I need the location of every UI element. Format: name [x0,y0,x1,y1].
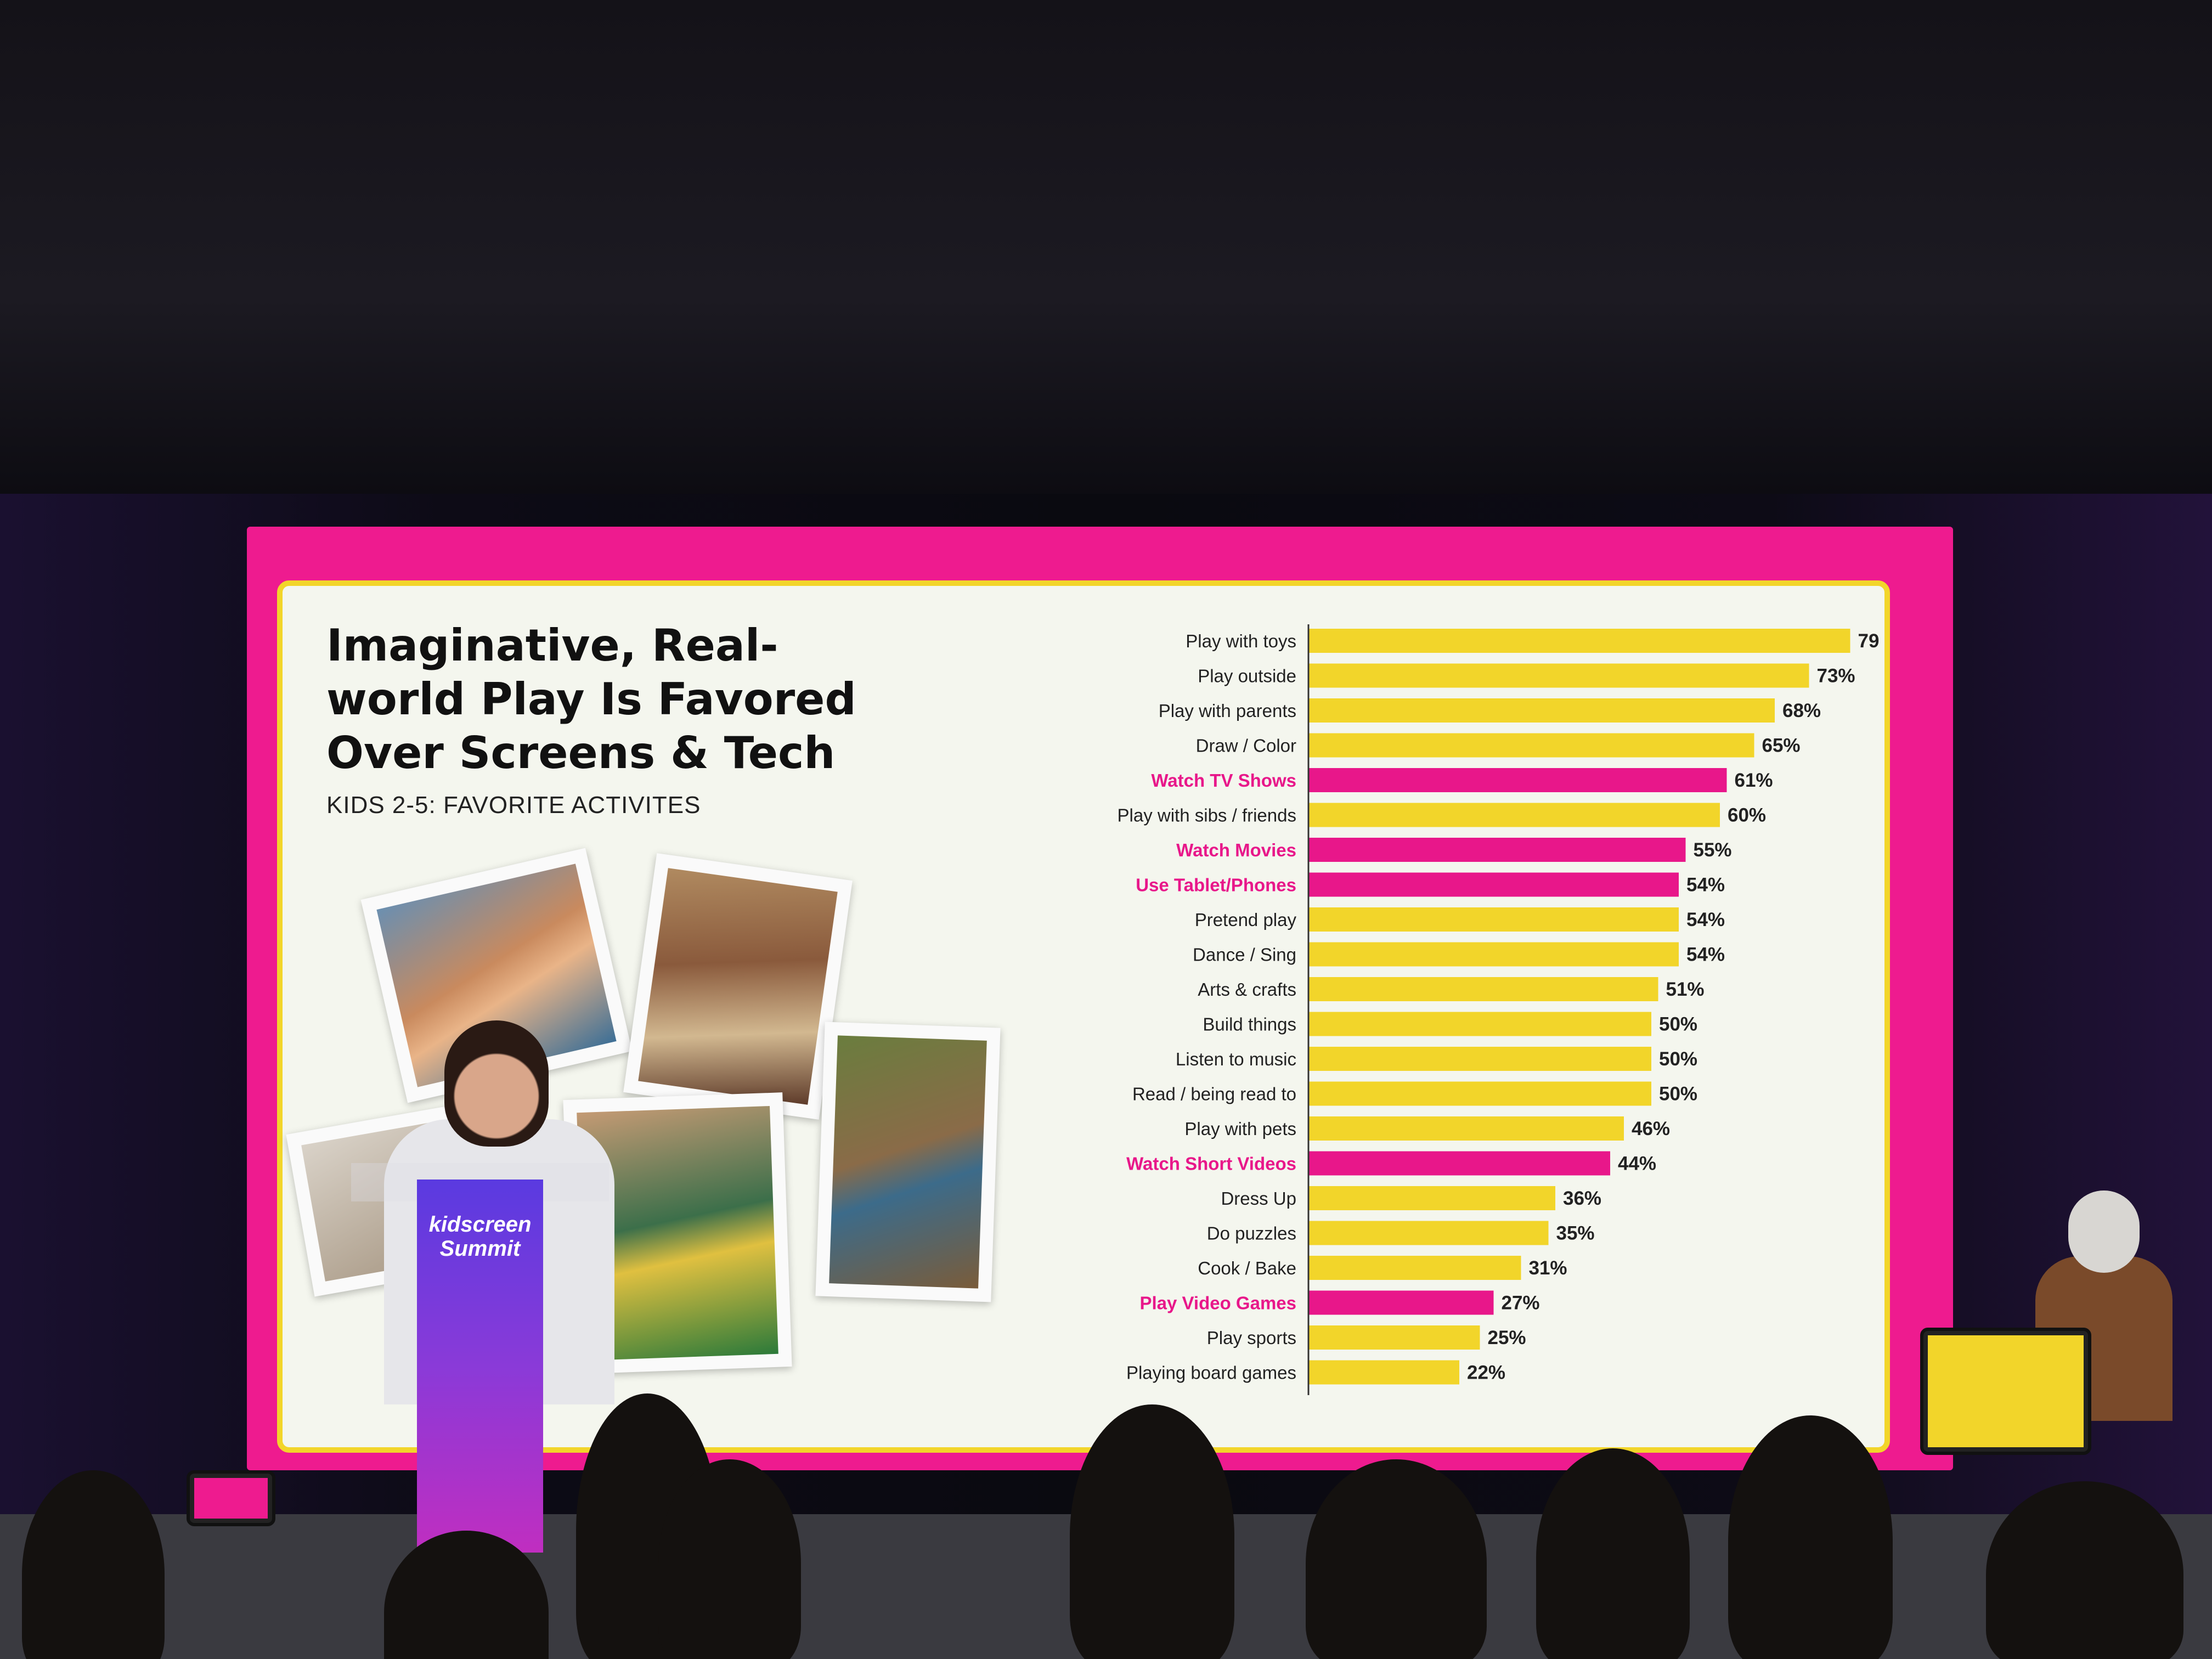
photo-image [638,868,838,1105]
bar [1308,838,1686,862]
podium: kidscreen Summit [417,1180,543,1553]
bar [1308,942,1679,967]
category-label: Do puzzles [1207,1223,1296,1244]
ceiling [0,0,2212,494]
slide-title: Imaginative, Real- world Play Is Favored… [326,620,856,778]
bar [1308,768,1727,792]
bar [1308,1151,1610,1176]
logo-line-2: Summit [439,1237,521,1261]
value-label: 51% [1666,979,1705,1000]
audience-head [1070,1404,1234,1659]
category-label: Listen to music [1176,1049,1296,1069]
category-label: Play Video Games [1139,1293,1296,1313]
bar [1308,698,1775,723]
category-label: Use Tablet/Phones [1136,875,1296,895]
audience-phone [1920,1328,2091,1455]
value-label: 60% [1728,805,1766,826]
audience-head [658,1459,801,1659]
value-label: 36% [1563,1188,1601,1209]
presenter-head [444,1020,549,1147]
value-label: 50% [1659,1048,1697,1070]
bar [1308,663,1809,688]
bar [1308,872,1679,897]
value-label: 27% [1502,1293,1540,1314]
category-label: Play with toys [1186,631,1296,651]
value-label: 44% [1618,1153,1656,1175]
category-label: Read / being read to [1132,1084,1296,1104]
audience-head [1306,1459,1487,1659]
value-label: 31% [1529,1257,1567,1279]
photo-image [829,1035,987,1289]
phone-screen [194,1478,268,1519]
bar [1308,1360,1459,1385]
category-label: Dress Up [1221,1188,1296,1209]
value-label: 50% [1659,1084,1697,1105]
audience-head [1728,1415,1893,1659]
category-label: Watch Short Videos [1126,1154,1296,1174]
bar [1308,1256,1521,1280]
category-label: Play with pets [1184,1119,1296,1139]
phone-screen [1928,1335,2084,1447]
bar [1308,1012,1651,1036]
value-label: 50% [1659,1014,1697,1035]
kids-photo [623,853,853,1120]
category-label: Pretend play [1195,910,1297,930]
category-label: Cook / Bake [1198,1258,1296,1278]
value-label: 55% [1694,839,1732,861]
logo-line-1: kidscreen [428,1212,532,1237]
category-label: Play outside [1198,666,1296,686]
value-label: 46% [1632,1118,1670,1139]
audience-head [1986,1481,2183,1659]
bar [1308,733,1754,758]
value-label: 35% [1556,1223,1595,1244]
category-label: Play with sibs / friends [1118,805,1296,826]
category-label: Playing board games [1126,1363,1296,1383]
category-label: Arts & crafts [1198,979,1296,1000]
value-label: 68% [1782,700,1821,721]
value-label: 54% [1686,874,1725,896]
value-label: 65% [1762,735,1801,757]
value-label: 54% [1686,944,1725,966]
audience-head [22,1470,165,1659]
category-label: Dance / Sing [1193,945,1296,965]
bar [1308,1081,1651,1106]
kidscreen-summit-logo: kidscreen Summit [417,1212,543,1261]
bar-chart: Play with toys 79% Play outside 73% Play wit… [1118,624,1880,1395]
value-label: 54% [1686,909,1725,930]
bar [1308,629,1850,653]
bar [1308,977,1658,1001]
bar [1308,1116,1624,1141]
slide-subtitle: KIDS 2-5: FAVORITE ACTIVITES [326,792,701,819]
bar [1308,1290,1494,1315]
audience-phone [187,1470,275,1526]
value-label: 79% [1858,630,1880,652]
audience-head [1536,1448,1690,1659]
category-label: Build things [1203,1014,1296,1035]
bar [1308,803,1720,827]
bar [1308,1221,1549,1245]
kids-photo [815,1022,1001,1302]
category-label: Watch Movies [1176,840,1296,860]
value-label: 22% [1467,1362,1505,1384]
value-label: 61% [1735,770,1773,791]
bar [1308,1047,1651,1071]
panelist-head [2068,1190,2140,1273]
bar [1308,907,1679,932]
category-label: Play with parents [1159,701,1296,721]
audience-head [384,1531,549,1659]
category-label: Play sports [1207,1328,1296,1348]
value-label: 25% [1488,1327,1526,1348]
category-label: Draw / Color [1196,736,1296,756]
value-label: 73% [1817,665,1855,687]
bar [1308,1186,1555,1210]
category-label: Watch TV Shows [1151,770,1296,791]
bar [1308,1325,1480,1350]
